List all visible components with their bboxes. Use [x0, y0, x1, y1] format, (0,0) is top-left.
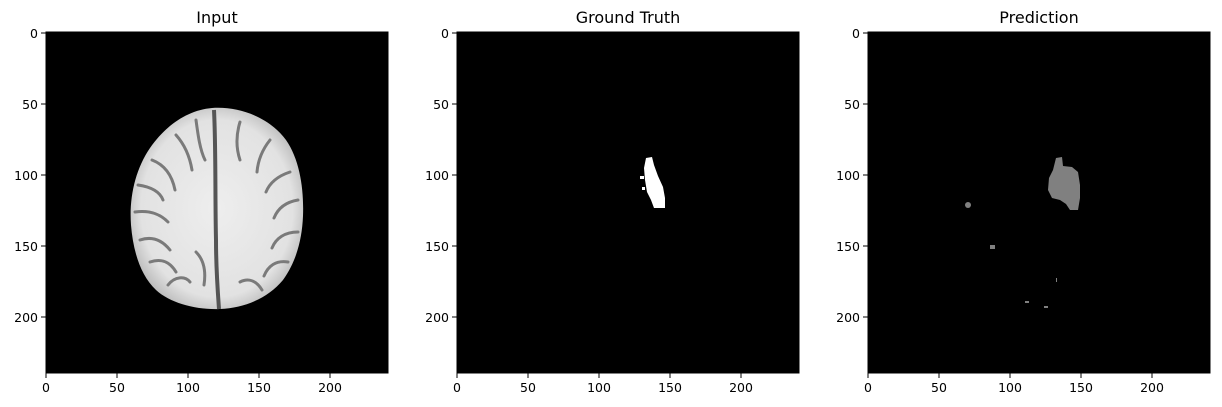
panel-prediction: 0 50 100 150 200 0 50 100 150 200 Predic… — [822, 0, 1222, 407]
x-tick-label: 150 — [658, 380, 682, 395]
x-tick-label: 100 — [998, 380, 1022, 395]
prediction-plot: 0 50 100 150 200 0 50 100 150 200 — [836, 26, 1211, 395]
y-axis: 0 50 100 150 200 — [14, 26, 46, 325]
y-tick-label: 200 — [836, 310, 860, 325]
ground-truth-mask — [640, 157, 665, 208]
input-plot: 0 50 100 150 200 0 50 100 150 200 — [14, 26, 389, 395]
y-axis: 0 50 100 150 200 — [425, 26, 457, 325]
y-tick-label: 50 — [844, 97, 860, 112]
x-tick-label: 150 — [1069, 380, 1093, 395]
y-tick-label: 0 — [441, 26, 449, 41]
image-background — [457, 32, 799, 373]
image-background — [868, 32, 1210, 373]
y-tick-label: 100 — [425, 168, 449, 183]
prediction-mask — [965, 157, 1080, 308]
y-tick-label: 50 — [22, 97, 38, 112]
x-tick-label: 0 — [42, 380, 50, 395]
x-tick-label: 100 — [176, 380, 200, 395]
axes-frame — [456, 31, 800, 374]
x-tick-label: 200 — [1140, 380, 1164, 395]
panel-input: 0 50 100 150 200 0 50 100 150 200 Input — [0, 0, 400, 407]
y-tick-label: 50 — [433, 97, 449, 112]
panel-title: Ground Truth — [575, 8, 681, 27]
brain-slice-image — [130, 107, 304, 310]
y-tick-label: 150 — [425, 239, 449, 254]
x-tick-label: 150 — [247, 380, 271, 395]
axes-frame — [45, 31, 389, 374]
x-tick-label: 0 — [864, 380, 872, 395]
y-tick-label: 150 — [14, 239, 38, 254]
x-tick-label: 0 — [453, 380, 461, 395]
y-axis: 0 50 100 150 200 — [836, 26, 868, 325]
x-tick-label: 200 — [729, 380, 753, 395]
y-tick-label: 0 — [30, 26, 38, 41]
y-tick-label: 200 — [14, 310, 38, 325]
x-axis: 0 50 100 150 200 — [453, 373, 753, 395]
x-tick-label: 50 — [520, 380, 536, 395]
x-axis: 0 50 100 150 200 — [864, 373, 1164, 395]
x-tick-label: 200 — [318, 380, 342, 395]
x-tick-label: 50 — [931, 380, 947, 395]
panel-title: Input — [196, 8, 238, 27]
x-axis: 0 50 100 150 200 — [42, 373, 342, 395]
y-tick-label: 150 — [836, 239, 860, 254]
panel-title: Prediction — [999, 8, 1079, 27]
x-tick-label: 50 — [109, 380, 125, 395]
axes-frame — [867, 31, 1211, 374]
ground-truth-plot: 0 50 100 150 200 0 50 100 150 200 — [425, 26, 800, 395]
y-tick-label: 100 — [836, 168, 860, 183]
panel-ground-truth: 0 50 100 150 200 0 50 100 150 200 Ground… — [411, 0, 811, 407]
x-tick-label: 100 — [587, 380, 611, 395]
y-tick-label: 0 — [852, 26, 860, 41]
y-tick-label: 100 — [14, 168, 38, 183]
y-tick-label: 200 — [425, 310, 449, 325]
